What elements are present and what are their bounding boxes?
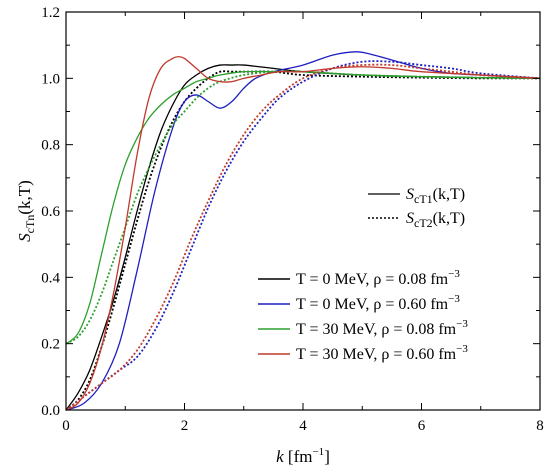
axis-ticks: 0 2 4 6 8 0.0 0.2 0.4 0.6 0.8 1.0 1.2 xyxy=(41,5,544,434)
series-line-5 xyxy=(65,70,541,345)
x-axis-label: k [fm−1] xyxy=(276,446,330,466)
y-axis-label: ScTn(k,T) xyxy=(15,180,37,242)
series-line-6 xyxy=(65,56,541,411)
series-line-3 xyxy=(65,60,541,411)
legend-color-label-2: T = 30 MeV, ρ = 0.08 fm−3 xyxy=(296,318,468,338)
y-tick-label: 0.6 xyxy=(41,204,60,220)
y-tick-label: 0.4 xyxy=(41,270,60,286)
x-tick-label: 6 xyxy=(418,418,426,434)
series-line-7 xyxy=(65,63,541,411)
x-tick-label: 2 xyxy=(181,418,189,434)
x-tick-label: 8 xyxy=(536,418,544,434)
color-legend: T = 0 MeV, ρ = 0.08 fm−3 T = 0 MeV, ρ = 0… xyxy=(258,268,468,363)
legend-dotted-label: ScT2(k,T) xyxy=(406,210,465,230)
style-legend: ScT1(k,T) ScT2(k,T) xyxy=(368,186,465,230)
y-tick-label: 0.2 xyxy=(41,337,60,353)
x-tick-label: 0 xyxy=(62,418,70,434)
series-layer xyxy=(65,51,541,411)
legend-solid-label: ScT1(k,T) xyxy=(406,186,465,206)
y-tick-label: 0.0 xyxy=(41,403,60,419)
legend-color-label-0: T = 0 MeV, ρ = 0.08 fm−3 xyxy=(296,268,460,288)
legend-color-label-3: T = 30 MeV, ρ = 0.60 fm−3 xyxy=(296,343,468,363)
y-tick-label: 1.0 xyxy=(41,71,60,87)
x-tick-label: 4 xyxy=(299,418,307,434)
y-tick-label: 1.2 xyxy=(41,5,60,21)
y-tick-label: 0.8 xyxy=(41,138,60,154)
legend-color-label-1: T = 0 MeV, ρ = 0.60 fm−3 xyxy=(296,293,460,313)
